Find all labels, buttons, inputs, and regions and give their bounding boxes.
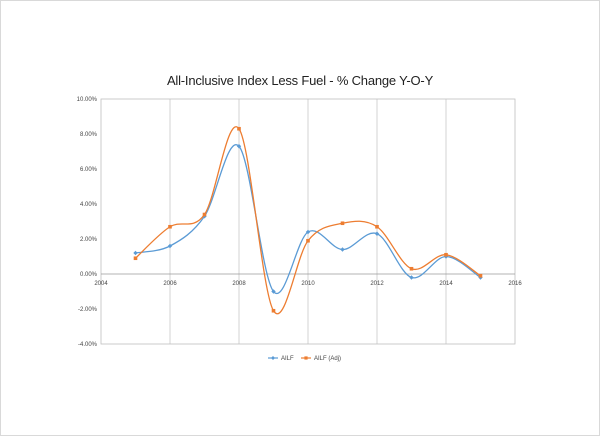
data-point (236, 144, 242, 149)
y-tick-label: 4.00% (80, 202, 98, 208)
data-point (167, 243, 173, 249)
chart-title: All-Inclusive Index Less Fuel - % Change… (166, 73, 434, 88)
x-tick-label: 2012 (370, 281, 384, 287)
data-point (237, 126, 241, 131)
legend-marker (304, 356, 308, 360)
y-tick-label: 2.00% (80, 237, 98, 243)
x-tick-label: 2016 (508, 281, 522, 287)
data-point (444, 252, 448, 257)
plot-border (100, 98, 516, 345)
data-point (340, 247, 345, 252)
y-tick-label: 10.00% (77, 97, 98, 103)
y-tick-label: 8.00% (80, 132, 98, 138)
data-point (374, 231, 380, 236)
series-line (135, 144, 481, 295)
data-point (478, 273, 483, 278)
data-point (305, 229, 311, 235)
data-point (133, 256, 138, 261)
data-point (306, 238, 310, 243)
data-point (271, 308, 276, 313)
legend-entry: AILF (268, 356, 294, 362)
y-tick-labels: 10.00% 8.00% 6.00% 4.00% 2.00% 0.00% -2.00% -4.… (77, 97, 98, 348)
data-point (168, 224, 172, 229)
data-point (133, 250, 138, 256)
legend-label: AILF (281, 356, 294, 362)
series-ailf-adj (133, 126, 483, 315)
data-point (340, 221, 345, 226)
y-tick-label: -2.00% (78, 307, 98, 313)
x-tick-label: 2014 (439, 281, 453, 287)
y-tick-label: 6.00% (80, 167, 98, 173)
x-tick-label: 2008 (232, 281, 246, 287)
data-point (202, 212, 207, 217)
data-point (409, 275, 414, 280)
data-point (409, 266, 414, 271)
data-point (271, 289, 276, 294)
y-tick-label: -4.00% (78, 342, 98, 348)
gridlines (169, 99, 447, 344)
legend-entry: AILF (Adj) (301, 356, 341, 362)
series-lines (133, 126, 483, 315)
y-tick-label: 0.00% (80, 272, 98, 278)
data-point (375, 224, 379, 229)
x-tick-label: 2006 (163, 281, 177, 287)
legend-marker (271, 356, 275, 360)
x-tick-label: 2010 (301, 281, 315, 287)
legend-label: AILF (Adj) (314, 356, 341, 362)
x-tick-labels: 2004 2006 2008 2010 2012 2014 2016 (94, 281, 522, 287)
legend: AILF AILF (Adj) (268, 356, 341, 362)
axes (100, 98, 516, 345)
x-tick-label: 2004 (94, 281, 108, 287)
